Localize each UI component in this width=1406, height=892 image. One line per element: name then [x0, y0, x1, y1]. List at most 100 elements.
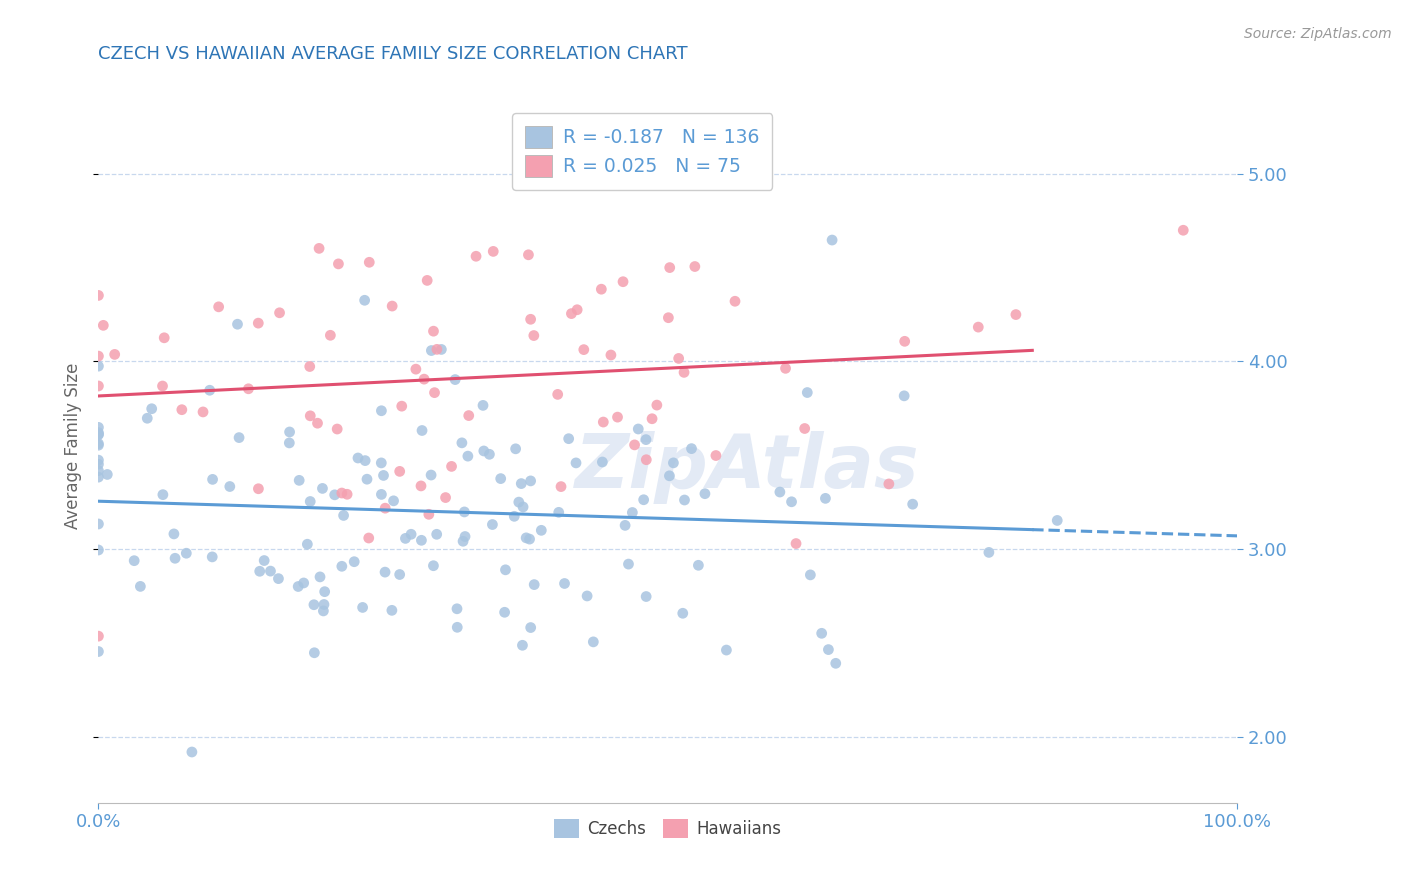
Point [489, 472, 512, 486]
Point [312, 604, 335, 618]
Point [824, 657, 846, 671]
Point [323, 488, 346, 502]
Point [87, 427, 110, 442]
Point [208, 300, 231, 314]
Point [434, 491, 457, 505]
Point [621, 506, 644, 520]
Point [814, 491, 837, 506]
Point [416, 273, 439, 287]
Point [96, 467, 118, 482]
Point [343, 555, 366, 569]
Point [191, 405, 214, 419]
Point [565, 456, 588, 470]
Point [87, 420, 110, 434]
Point [336, 487, 359, 501]
Point [523, 577, 546, 591]
Text: ZipAtlas: ZipAtlas [575, 431, 920, 504]
Point [165, 551, 187, 566]
Point [411, 424, 433, 438]
Point [451, 435, 474, 450]
Point [299, 409, 322, 423]
Point [977, 545, 1000, 559]
Point [298, 359, 321, 374]
Point [453, 505, 475, 519]
Point [557, 432, 579, 446]
Point [481, 517, 503, 532]
Point [87, 436, 110, 450]
Point [381, 603, 404, 617]
Point [893, 389, 915, 403]
Point [201, 549, 224, 564]
Point [354, 453, 377, 467]
Point [817, 642, 839, 657]
Point [688, 558, 710, 573]
Point [426, 343, 449, 357]
Point [420, 343, 443, 358]
Point [87, 516, 110, 531]
Point [409, 479, 432, 493]
Point [512, 638, 534, 652]
Point [309, 570, 332, 584]
Point [176, 546, 198, 560]
Point [617, 557, 640, 571]
Text: Source: ZipAtlas.com: Source: ZipAtlas.com [1244, 27, 1392, 41]
Point [405, 362, 427, 376]
Point [388, 567, 411, 582]
Point [472, 444, 495, 458]
Point [633, 492, 655, 507]
Point [311, 482, 333, 496]
Point [136, 411, 159, 425]
Point [373, 468, 395, 483]
Point [636, 590, 658, 604]
Point [420, 468, 443, 483]
Point [357, 531, 380, 545]
Point [307, 416, 329, 430]
Point [482, 244, 505, 259]
Point [292, 576, 315, 591]
Point [634, 433, 657, 447]
Point [152, 488, 174, 502]
Point [1046, 513, 1069, 527]
Point [87, 629, 110, 643]
Point [426, 527, 449, 541]
Point [517, 248, 540, 262]
Point [423, 385, 446, 400]
Point [381, 299, 404, 313]
Point [503, 509, 526, 524]
Point [769, 485, 792, 500]
Point [793, 421, 815, 435]
Point [259, 564, 281, 578]
Point [1173, 223, 1195, 237]
Point [418, 508, 440, 522]
Point [508, 495, 530, 509]
Point [104, 347, 127, 361]
Point [226, 317, 249, 331]
Point [249, 564, 271, 578]
Point [247, 482, 270, 496]
Point [519, 474, 541, 488]
Point [600, 348, 623, 362]
Point [347, 450, 370, 465]
Point [87, 543, 110, 558]
Point [87, 457, 110, 471]
Point [799, 567, 821, 582]
Point [658, 468, 681, 483]
Point [153, 331, 176, 345]
Point [430, 343, 453, 357]
Point [505, 442, 527, 456]
Point [495, 563, 517, 577]
Point [326, 422, 349, 436]
Point [681, 442, 703, 456]
Point [472, 398, 495, 412]
Point [775, 361, 797, 376]
Legend: Czechs, Hawaiians: Czechs, Hawaiians [547, 812, 789, 845]
Point [356, 472, 378, 486]
Point [388, 464, 411, 478]
Point [330, 559, 353, 574]
Point [278, 425, 301, 439]
Point [370, 487, 392, 501]
Point [218, 479, 240, 493]
Point [658, 260, 681, 275]
Point [673, 365, 696, 379]
Point [370, 456, 392, 470]
